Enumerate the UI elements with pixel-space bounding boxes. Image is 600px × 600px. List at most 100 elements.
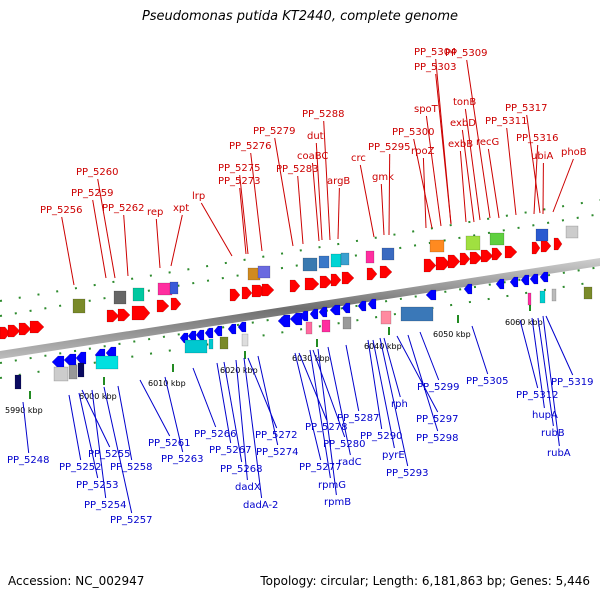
reverse-gene-arrow	[529, 273, 539, 285]
reverse-gene-arrow	[357, 300, 367, 312]
leader-line	[103, 386, 133, 514]
gene-label-top: recG	[476, 137, 499, 148]
leader-line	[372, 339, 395, 449]
reverse-gene-arrow	[318, 306, 328, 318]
gene-block	[72, 298, 86, 314]
gene-block	[321, 319, 331, 333]
leader-line	[294, 352, 322, 461]
leader-line	[298, 352, 328, 421]
gene-label-top: rpoZ	[411, 146, 435, 157]
gene-block	[184, 339, 208, 354]
gene-label-top: PP_5262	[102, 203, 145, 214]
gene-block	[68, 364, 78, 380]
leader-line	[200, 202, 233, 257]
leader-line	[117, 385, 133, 461]
gene-label-top: phoB	[561, 147, 587, 158]
forward-gene-arrow	[435, 256, 451, 271]
reverse-gene-arrow	[277, 314, 291, 328]
gene-block	[380, 310, 392, 325]
gene-block	[429, 239, 445, 253]
gene-label-top: exbB	[448, 139, 473, 150]
map-title: Pseudomonas putida KT2440, complete geno…	[141, 9, 459, 24]
gene-label-bottom: PP_5298	[416, 433, 459, 444]
leader-line	[388, 153, 391, 236]
gene-label-bottom: hupA	[532, 410, 558, 421]
gene-label-bottom: PP_5261	[148, 438, 191, 449]
leader-line	[297, 175, 304, 245]
gene-label-bottom: PP_5297	[416, 414, 459, 425]
leader-line	[533, 144, 539, 215]
reverse-gene-arrow	[463, 283, 473, 295]
reverse-gene-arrow	[329, 304, 341, 316]
leader-line	[506, 127, 517, 216]
leader-line	[247, 357, 278, 429]
gene-label-bottom: PP_5254	[84, 500, 127, 511]
gene-label-bottom: PP_5305	[466, 376, 509, 387]
leader-line	[235, 359, 248, 481]
gene-block	[305, 321, 313, 335]
leader-line	[312, 162, 320, 242]
leader-line	[216, 362, 232, 444]
reverse-gene-arrow	[520, 274, 530, 286]
leader-line	[323, 120, 331, 241]
gene-label-top: PP_5317	[505, 103, 548, 114]
scale-label: 6060 kbp	[505, 318, 543, 327]
gene-block	[95, 355, 119, 370]
leader-line	[92, 199, 107, 279]
forward-gene-arrow	[531, 241, 541, 255]
leader-line	[367, 339, 383, 430]
gene-label-top: xpt	[173, 203, 189, 214]
gene-label-bottom: rubB	[541, 428, 565, 439]
gene-label-top: PP_5295	[368, 142, 411, 153]
gene-block	[330, 253, 342, 268]
gene-block	[169, 281, 179, 295]
gene-label-bottom: PP_5255	[88, 449, 131, 460]
reverse-gene-arrow	[367, 298, 377, 310]
gene-label-bottom: PP_5253	[76, 480, 119, 491]
forward-gene-arrow	[553, 237, 563, 251]
scale-label: 6020 kbp	[220, 366, 258, 375]
gene-label-bottom: PP_5280	[323, 439, 366, 450]
gene-label-top: PP_5256	[40, 205, 83, 216]
reverse-gene-arrow	[289, 312, 303, 326]
reverse-gene-arrow	[341, 302, 351, 314]
leader-line	[123, 214, 129, 277]
gene-label-top: coaBC	[297, 151, 328, 162]
gene-label-bottom: rpmG	[318, 480, 346, 491]
gene-block	[219, 336, 229, 350]
gene-label-top: PP_5275	[218, 163, 261, 174]
leader-line	[531, 317, 545, 409]
leader-line	[312, 349, 346, 438]
gene-label-bottom: PP_5268	[220, 464, 263, 475]
leader-line	[425, 115, 442, 227]
gene-block	[400, 306, 434, 322]
leader-line	[526, 114, 541, 214]
gene-label-bottom: PP_5248	[7, 455, 50, 466]
gene-block	[342, 316, 352, 330]
leader-line	[380, 183, 385, 236]
reverse-gene-arrow	[195, 329, 205, 341]
gene-label-bottom: dadA-2	[243, 500, 278, 511]
gene-label-bottom: PP_5319	[551, 377, 594, 388]
gene-label-bottom: rph	[391, 399, 408, 410]
gene-label-top: PP_5279	[253, 126, 296, 137]
reverse-gene-arrow	[75, 351, 87, 365]
leader-line	[552, 158, 574, 213]
leader-line	[407, 334, 439, 432]
gene-label-top: PP_5304	[414, 47, 457, 58]
leader-line	[383, 337, 401, 398]
gene-label-top: PP_5288	[302, 109, 345, 120]
leader-line	[239, 174, 249, 255]
forward-gene-arrow	[504, 245, 518, 259]
forward-gene-arrow	[480, 249, 494, 263]
leader-line	[315, 142, 323, 241]
forward-gene-arrow	[366, 267, 378, 281]
reverse-gene-arrow	[425, 289, 437, 301]
leader-line	[487, 148, 500, 219]
scale-label: 6040 kbp	[364, 342, 402, 351]
gene-label-bottom: radC	[338, 457, 362, 468]
reverse-gene-arrow	[509, 276, 519, 288]
gene-label-bottom: rubA	[547, 448, 571, 459]
forward-gene-arrow	[459, 252, 471, 266]
leader-line	[317, 348, 337, 496]
